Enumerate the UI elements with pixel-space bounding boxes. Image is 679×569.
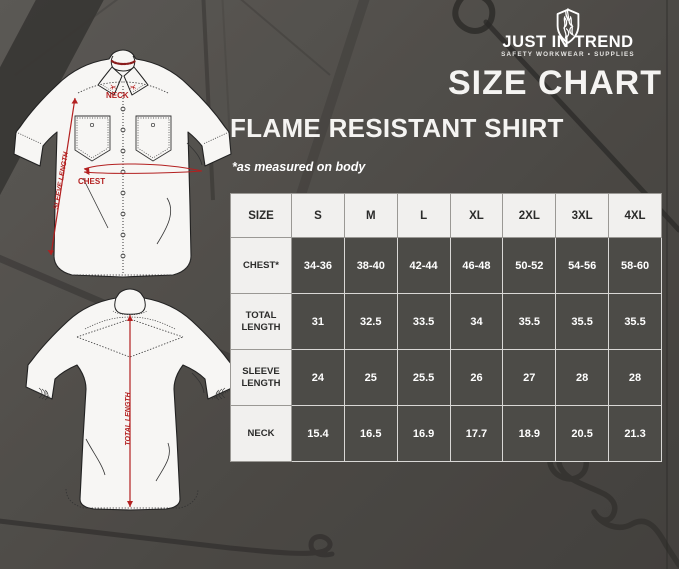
svg-text:CHEST: CHEST (78, 177, 105, 186)
svg-text:TOTAL LENGTH: TOTAL LENGTH (125, 391, 132, 445)
svg-text:NECK: NECK (106, 91, 129, 100)
